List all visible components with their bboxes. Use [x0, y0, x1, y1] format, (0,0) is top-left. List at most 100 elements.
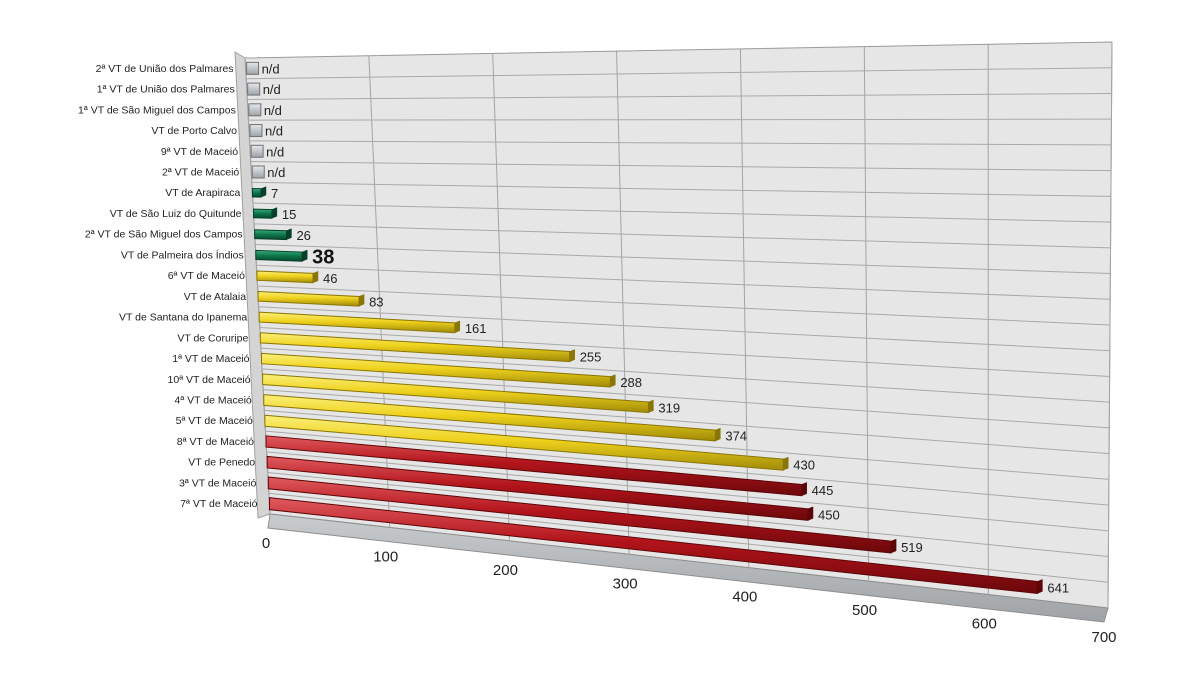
bar-end-cap — [715, 427, 721, 442]
category-label: 1ª VT de União dos Palmares — [97, 84, 235, 96]
x-axis-tick-labels: 0 100 200 300 400 500 600 700 — [262, 535, 1117, 646]
category-label: 2ª VT de União dos Palmares — [96, 63, 234, 75]
bar-end-cap — [569, 349, 575, 362]
value-label: 255 — [580, 350, 602, 365]
category-label: 2ª VT de São Miguel dos Campos — [85, 229, 243, 241]
value-label: n/d — [266, 144, 284, 159]
grid-line-horizontal — [263, 389, 1110, 455]
grid-line-horizontal — [250, 161, 1112, 172]
grid-line-horizontal — [256, 264, 1111, 300]
bar-end-cap — [301, 249, 308, 262]
x-tick-label: 600 — [972, 616, 997, 633]
grid-line-horizontal — [255, 244, 1111, 275]
grid-line-horizontal — [257, 285, 1111, 326]
category-label: VT de Santana do Ipanema — [119, 312, 247, 324]
category-label: 10ª VT de Maceió — [168, 374, 251, 386]
value-label: n/d — [264, 103, 282, 118]
value-label: n/d — [265, 124, 283, 139]
category-label: 1ª VT de São Miguel dos Campos — [78, 104, 236, 116]
category-label: 1ª VT de Maceió — [172, 353, 249, 365]
bar — [246, 61, 260, 75]
x-tick-label: 700 — [1091, 629, 1116, 646]
bar — [251, 165, 265, 179]
category-label: VT de Arapiraca — [165, 187, 240, 199]
category-label: VT de Atalaia — [184, 291, 246, 303]
bar — [255, 249, 303, 262]
grid-line-horizontal — [251, 181, 1111, 197]
bar — [247, 82, 261, 96]
value-label: 445 — [812, 483, 834, 498]
bar — [253, 208, 273, 219]
value-label: 430 — [793, 458, 815, 473]
category-label: 2ª VT de Maceió — [162, 167, 239, 179]
category-label: VT de Palmeira dos Índios — [121, 248, 244, 261]
value-label: 26 — [296, 228, 310, 243]
value-label: n/d — [262, 61, 280, 76]
value-label: 641 — [1047, 580, 1069, 595]
bar-end-cap — [890, 538, 897, 554]
category-labels: 2ª VT de União dos Palmares 1ª VT de Uniã… — [78, 63, 258, 510]
value-label: 7 — [271, 186, 278, 201]
bar — [256, 270, 314, 284]
category-label: VT de Penedo — [188, 457, 255, 469]
category-label: 5ª VT de Maceió — [176, 415, 253, 427]
bar-end-cap — [807, 506, 814, 521]
grid-line-horizontal — [252, 202, 1111, 223]
value-label: 319 — [658, 400, 680, 415]
grid-line-horizontal — [248, 118, 1112, 121]
grid-line-horizontal — [249, 140, 1112, 146]
grid-line-horizontal — [265, 430, 1109, 506]
bar-end-cap — [260, 186, 267, 198]
grid-line-horizontal — [268, 492, 1109, 583]
bar — [249, 124, 263, 138]
value-label: 38 — [312, 247, 334, 269]
grid-line-horizontal — [266, 451, 1109, 532]
x-tick-label: 0 — [262, 535, 270, 552]
bar-end-cap — [312, 270, 319, 284]
plot-floor — [267, 513, 1109, 623]
bar — [254, 229, 287, 241]
x-tick-label: 500 — [852, 602, 877, 619]
x-tick-label: 100 — [373, 548, 398, 565]
category-label: VT de São Luiz do Quitunde — [110, 208, 242, 220]
value-label: 374 — [725, 429, 747, 444]
bar-end-cap — [271, 207, 278, 219]
category-label: 7ª VT de Maceió — [180, 498, 257, 510]
bar — [251, 188, 262, 198]
x-tick-label: 400 — [732, 589, 757, 606]
x-tick-label: 300 — [613, 575, 638, 592]
bar-end-cap — [783, 456, 789, 471]
grid-line-horizontal — [267, 472, 1109, 558]
value-label: n/d — [267, 165, 285, 180]
x-tick-label: 200 — [493, 562, 518, 579]
grid-line-horizontal — [247, 92, 1112, 100]
category-label: 6ª VT de Maceió — [168, 270, 245, 282]
grid-line-horizontal — [260, 347, 1110, 403]
value-label: 161 — [465, 321, 487, 336]
plot-walls — [234, 41, 1113, 623]
value-label: 83 — [369, 294, 383, 309]
bar-end-cap — [454, 320, 461, 334]
gridlines — [244, 41, 1113, 609]
value-label: 15 — [282, 207, 296, 222]
grid-line-horizontal — [262, 368, 1110, 429]
category-label: 3ª VT de Maceió — [179, 477, 256, 489]
bar-end-cap — [358, 294, 365, 307]
bar-end-cap — [801, 482, 807, 497]
category-label: 4ª VT de Maceió — [175, 395, 252, 407]
category-label: 8ª VT de Maceió — [177, 436, 254, 448]
bar-end-cap — [286, 228, 292, 240]
grid-line-horizontal — [258, 306, 1110, 352]
value-label: 46 — [323, 271, 337, 286]
value-label: 519 — [901, 540, 923, 555]
bar-end-cap — [648, 399, 654, 413]
bar-end-cap — [1037, 579, 1043, 594]
bar — [250, 144, 264, 158]
bar-end-cap — [610, 374, 616, 388]
grid-line-horizontal — [254, 223, 1111, 249]
bar — [248, 103, 262, 117]
value-label: n/d — [263, 82, 281, 97]
